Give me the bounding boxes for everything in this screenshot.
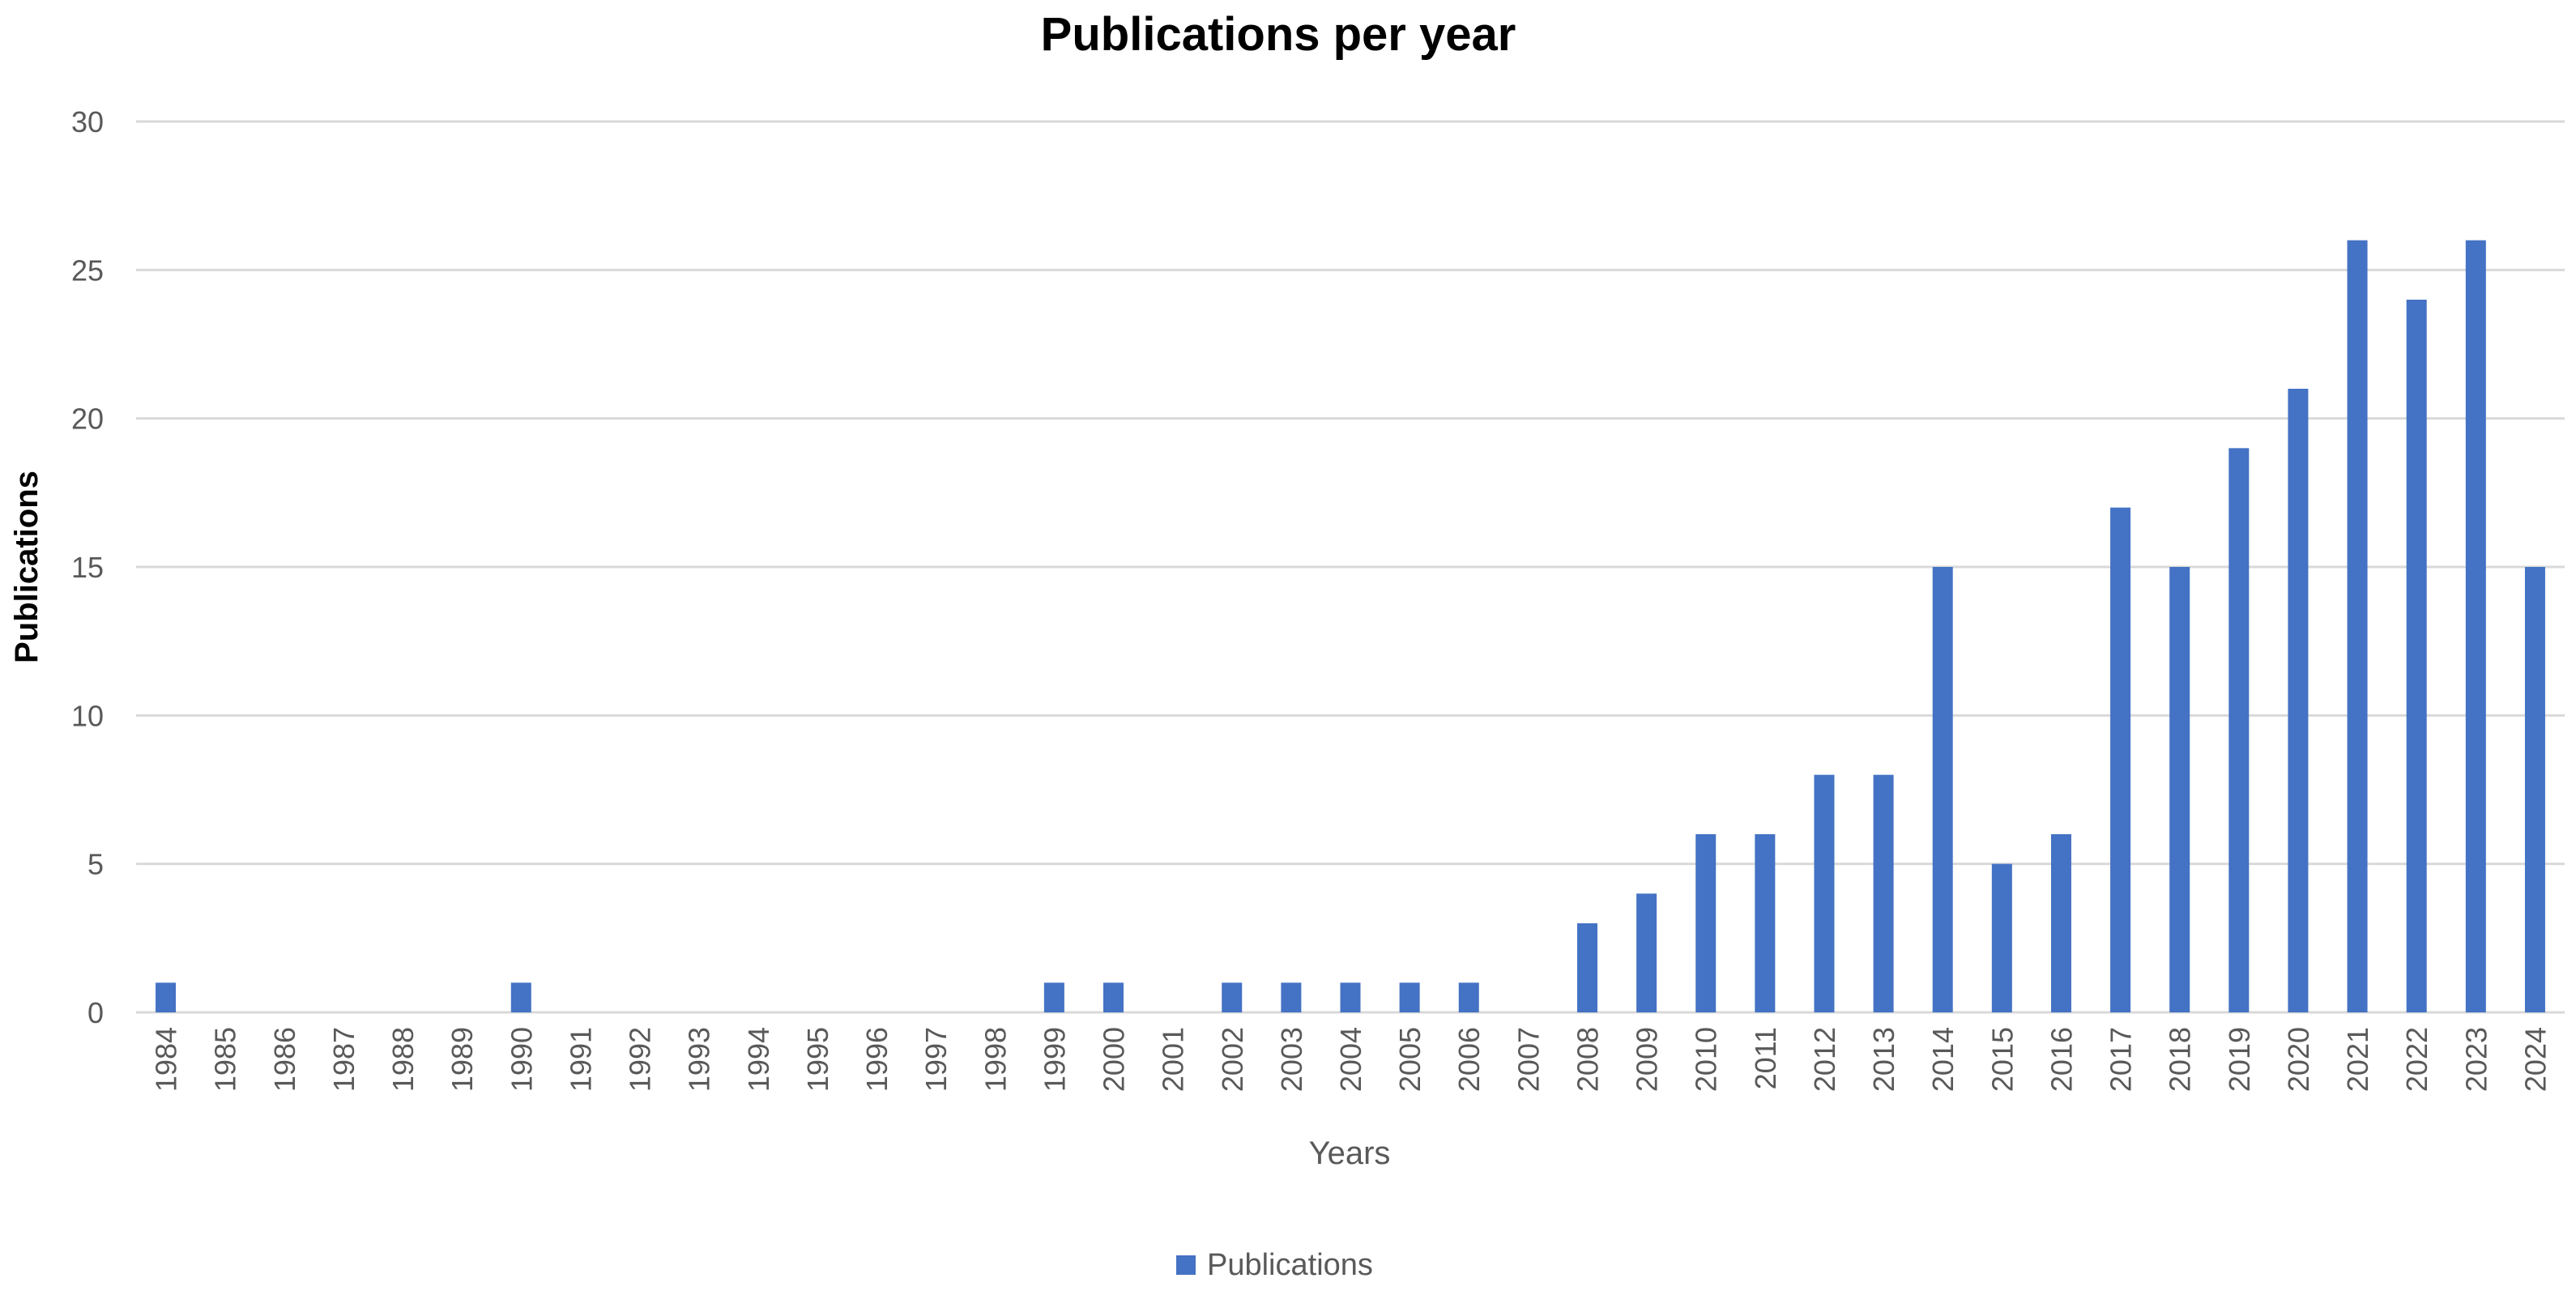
x-tick-label: 2017	[2105, 1027, 2138, 1092]
x-tick-label: 2010	[1690, 1027, 1723, 1092]
y-tick-label: 30	[71, 105, 104, 138]
x-tick-label: 2007	[1512, 1027, 1545, 1092]
x-tick-label: 1997	[919, 1027, 953, 1092]
bar-2006	[1458, 982, 1479, 1012]
bar-2024	[2524, 567, 2545, 1012]
x-tick-label: 1987	[327, 1027, 360, 1092]
x-tick-label: 2000	[1098, 1027, 1131, 1092]
bar-1999	[1043, 982, 1064, 1012]
y-tick-label: 15	[71, 551, 104, 584]
x-tick-label: 1999	[1038, 1027, 1071, 1092]
x-tick-label: 2009	[1631, 1027, 1664, 1092]
x-tick-label: 1996	[860, 1027, 893, 1092]
x-tick-label: 2023	[2459, 1027, 2493, 1092]
x-tick-label: 2024	[2518, 1027, 2552, 1092]
gridlines	[136, 120, 2565, 1014]
y-tick-label: 20	[71, 403, 104, 436]
bar-2002	[1222, 982, 1243, 1012]
x-tick-label: 1994	[742, 1027, 775, 1092]
x-tick-label: 2013	[1867, 1027, 1900, 1092]
x-tick-label: 1986	[268, 1027, 301, 1092]
legend: Publications	[1176, 1248, 1373, 1282]
y-tick-label: 5	[87, 848, 104, 881]
bar-2013	[1873, 774, 1894, 1012]
bar-2020	[2288, 389, 2309, 1012]
x-tick-label: 2006	[1452, 1027, 1486, 1092]
bar-2004	[1340, 982, 1361, 1012]
bar-2010	[1695, 834, 1717, 1012]
x-tick-label: 2015	[1985, 1027, 2019, 1092]
bars	[156, 240, 2545, 1013]
bar-2005	[1399, 982, 1420, 1012]
bar-2019	[2228, 448, 2250, 1012]
bar-2023	[2465, 240, 2486, 1013]
x-tick-label: 1993	[683, 1027, 716, 1092]
y-tick-label: 0	[87, 996, 104, 1029]
x-tick-label: 1984	[150, 1027, 183, 1092]
bar-1990	[510, 982, 531, 1012]
bar-2018	[2169, 567, 2190, 1012]
x-tick-label: 2004	[1334, 1027, 1367, 1092]
x-tick-label: 2019	[2223, 1027, 2256, 1092]
bar-2017	[2110, 507, 2131, 1012]
y-tick-label: 25	[71, 254, 104, 287]
x-tick-label: 1995	[801, 1027, 834, 1092]
bar-2012	[1814, 774, 1835, 1012]
x-tick-label: 2005	[1393, 1027, 1427, 1092]
bar-2016	[2050, 834, 2071, 1012]
x-tick-label: 2008	[1571, 1027, 1604, 1092]
bar-2008	[1576, 923, 1597, 1012]
x-tick-label: 2014	[1926, 1027, 1960, 1092]
x-tick-label: 1990	[505, 1027, 538, 1092]
bar-2003	[1281, 982, 1302, 1012]
bar-2021	[2347, 240, 2368, 1013]
chart-title: Publications per year	[1041, 8, 1516, 61]
x-tick-label: 2016	[2045, 1027, 2078, 1092]
x-tick-label: 2012	[1808, 1027, 1841, 1092]
x-tick-label: 2020	[2282, 1027, 2315, 1092]
x-tick-label: 2021	[2341, 1027, 2374, 1092]
x-tick-label: 2022	[2400, 1027, 2433, 1092]
x-tick-labels: 1984 1985 1986 1987 1988 1989 1990 1991 1992 1993…	[150, 1027, 2553, 1092]
x-tick-label: 1998	[979, 1027, 1012, 1092]
legend-swatch	[1176, 1255, 1196, 1275]
x-tick-label: 1985	[209, 1027, 242, 1092]
legend-label: Publications	[1207, 1248, 1373, 1282]
bar-2015	[1991, 863, 2012, 1012]
x-tick-label: 2001	[1157, 1027, 1190, 1092]
x-tick-label: 1991	[564, 1027, 597, 1092]
bar-2022	[2406, 300, 2427, 1012]
y-tick-label: 10	[71, 699, 104, 732]
y-axis-label: Publications	[9, 471, 45, 663]
x-tick-label: 2002	[1216, 1027, 1249, 1092]
x-tick-label: 1992	[624, 1027, 657, 1092]
y-tick-labels: 0 5 10 15 20 25 30	[71, 105, 104, 1029]
x-tick-label: 2011	[1749, 1027, 1782, 1089]
bar-2011	[1755, 834, 1776, 1012]
x-tick-label: 1988	[386, 1027, 420, 1092]
x-axis-label: Years	[1309, 1135, 1391, 1171]
bar-2000	[1103, 982, 1124, 1012]
bar-1984	[156, 982, 177, 1012]
x-tick-label: 2003	[1275, 1027, 1308, 1092]
x-tick-label: 2018	[2164, 1027, 2197, 1092]
bar-2009	[1636, 893, 1657, 1012]
bar-2014	[1932, 567, 1953, 1012]
x-tick-label: 1989	[446, 1027, 479, 1092]
